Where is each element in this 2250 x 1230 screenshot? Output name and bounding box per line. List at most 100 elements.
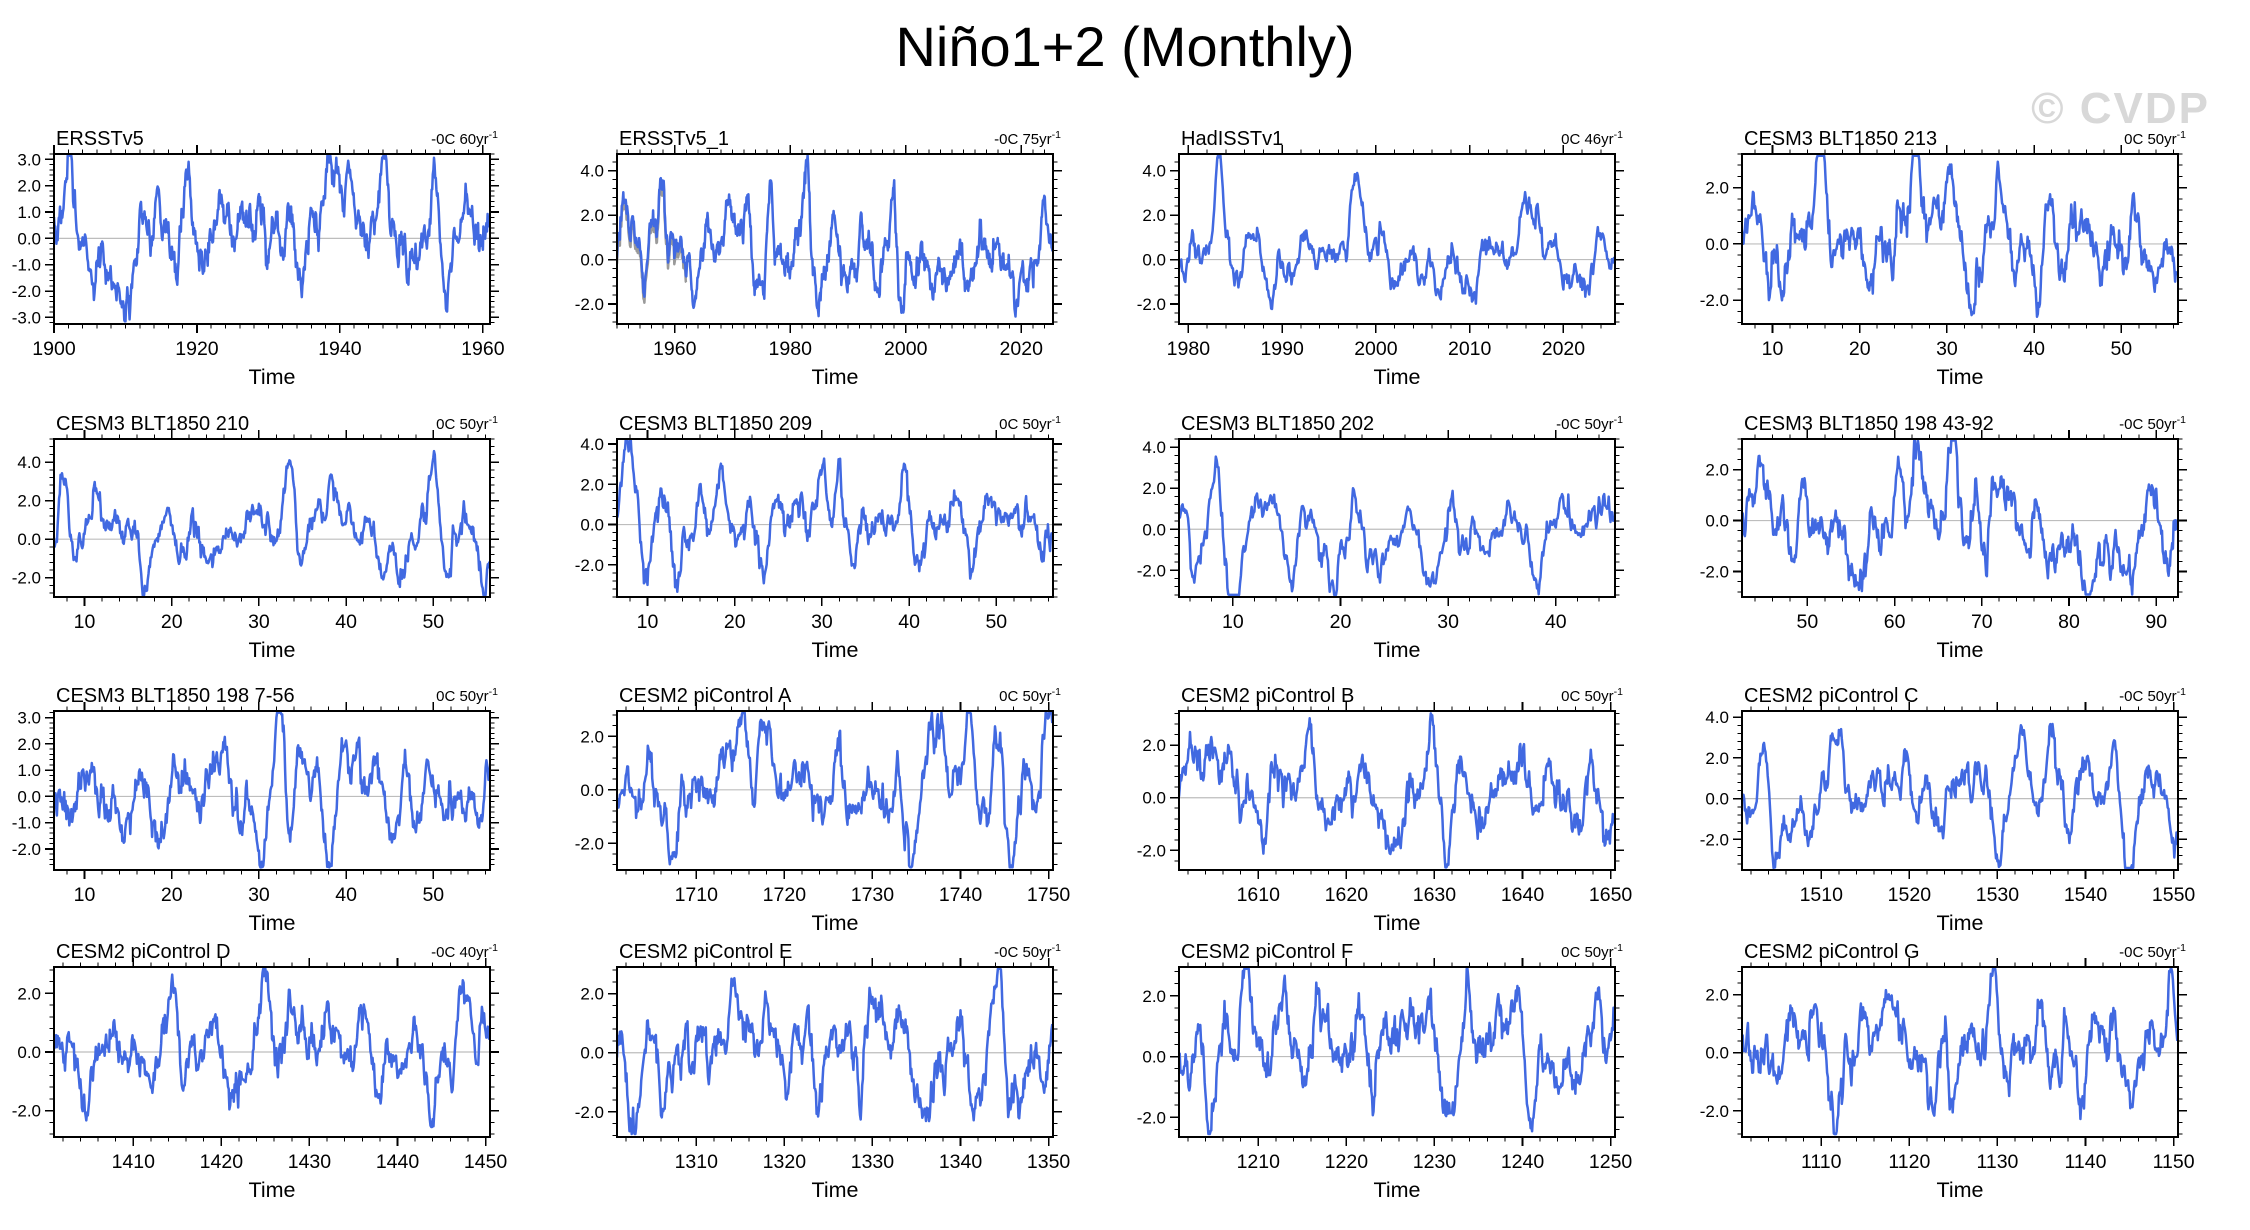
panel-cesm2-picontrol-a: CESM2 piControl A 0C 50yr-1 -2.0 0.0 2.0 1710… [563, 669, 1126, 942]
x-tick-label: 10 [74, 884, 96, 906]
x-tick-label: 1330 [850, 1151, 894, 1173]
anomaly-line [1741, 967, 2178, 1136]
y-tick-label: 2.0 [1705, 986, 1729, 1005]
x-tick-label: 1540 [2063, 884, 2107, 906]
y-tick-label: 2.0 [1142, 987, 1166, 1006]
y-tick-label: 2.0 [1142, 479, 1166, 498]
time-series-chart: CESM3 BLT1850 198 43-92 -0C 50yr-1 -2.0 0.0… [1699, 413, 2187, 662]
x-tick-label: 1640 [1501, 884, 1545, 906]
y-tick-label: 0.0 [580, 781, 604, 800]
anomaly-line [1179, 967, 1615, 1136]
x-tick-label: 1420 [200, 1151, 244, 1173]
plot-area [1741, 439, 2178, 596]
panel-cesm2-picontrol-b: CESM2 piControl B 0C 50yr-1 -2.0 0.0 2.0 1610… [1125, 669, 1688, 942]
time-series-chart: CESM2 piControl D -0C 40yr-1 -2.0 0.0 2.0 141… [12, 942, 508, 1202]
anomaly-line [1179, 455, 1615, 597]
axis-labels: -2.0 0.0 2.0 50 60 70 80 90 Time [1699, 461, 2166, 662]
x-tick-label: 1240 [1501, 1151, 1545, 1173]
axis-labels: -2.0 0.0 2.0 1310 1320 1330 1340 1350 Time [574, 985, 1070, 1202]
x-tick-label: 1530 [1975, 884, 2019, 906]
plot-area [54, 154, 490, 323]
plot-area [616, 711, 1053, 869]
panel-title: CESM2 piControl A [619, 685, 792, 707]
plot-area [1179, 154, 1615, 311]
x-tick-label: 1310 [674, 1151, 718, 1173]
axis-frame [1732, 958, 2187, 1146]
y-tick-label: 0.0 [1142, 520, 1166, 539]
plot-area [1179, 455, 1615, 597]
y-tick-label: 4.0 [17, 453, 41, 472]
y-tick-label: 2.0 [1142, 736, 1166, 755]
trend-label: -0C 50yr-1 [2119, 414, 2186, 433]
axis-frame [1732, 702, 2187, 879]
y-tick-label: -2.0 [1699, 563, 1728, 582]
y-tick-label: 0.0 [1142, 789, 1166, 808]
panel-title: ERSSTv5_1 [619, 128, 729, 150]
time-series-chart: CESM3 BLT1850 210 0C 50yr-1 -2.0 0.0 2.0 4.0 1… [12, 413, 499, 662]
x-tick-label: 1710 [674, 884, 718, 906]
x-tick-label: 30 [248, 611, 270, 633]
x-tick-label: 20 [161, 884, 183, 906]
y-tick-label: -2.0 [1137, 1108, 1166, 1127]
y-tick-label: 1.0 [17, 203, 41, 222]
x-tick-label: 30 [811, 611, 833, 633]
y-tick-label: 0.0 [580, 516, 604, 535]
time-series-chart: HadISSTv1 0C 46yr-1 -2.0 0.0 2.0 4.0 1980 1990 2… [1137, 128, 1624, 389]
trend-label: 0C 50yr-1 [436, 686, 498, 705]
x-tick-label: 10 [636, 611, 658, 633]
x-axis-label: Time [1374, 365, 1421, 389]
x-tick-label: 1960 [653, 338, 697, 360]
y-tick-label: 2.0 [1705, 461, 1729, 480]
y-tick-label: -1.0 [12, 256, 41, 275]
plot-area [1741, 967, 2178, 1136]
panel-title: CESM3 BLT1850 209 [619, 413, 812, 435]
x-axis-label: Time [811, 365, 858, 389]
x-tick-label: 1730 [850, 884, 894, 906]
time-series-chart: CESM3 BLT1850 202 -0C 50yr-1 -2.0 0.0 2.0 4.0… [1137, 413, 1624, 662]
y-tick-label: -2.0 [1699, 291, 1728, 310]
axis-frame [607, 702, 1062, 879]
x-tick-label: 1410 [112, 1151, 156, 1173]
x-tick-label: 1610 [1237, 884, 1281, 906]
x-tick-label: 10 [1222, 611, 1244, 633]
axis-labels: -2.0 0.0 2.0 4.0 1960 1980 2000 2020 Time [574, 162, 1042, 389]
x-tick-label: 50 [422, 611, 444, 633]
x-tick-label: 1630 [1413, 884, 1457, 906]
x-tick-label: 30 [248, 884, 270, 906]
y-tick-label: 2.0 [17, 177, 41, 196]
x-tick-label: 1980 [1167, 338, 1211, 360]
x-tick-label: 2020 [999, 338, 1043, 360]
trend-label: -0C 50yr-1 [1556, 414, 1623, 433]
time-series-chart: CESM2 piControl B 0C 50yr-1 -2.0 0.0 2.0 1610… [1137, 685, 1633, 935]
x-tick-label: 30 [1437, 611, 1459, 633]
y-tick-label: 0.0 [1705, 512, 1729, 531]
x-tick-label: 1980 [768, 338, 812, 360]
time-series-chart: CESM3 BLT1850 213 0C 50yr-1 -2.0 0.0 2.0 10 20… [1699, 128, 2187, 389]
trend-label: -0C 50yr-1 [994, 942, 1061, 961]
x-tick-label: 1440 [376, 1151, 420, 1173]
x-tick-label: 1210 [1237, 1151, 1281, 1173]
panel-title: CESM2 piControl D [56, 942, 231, 963]
axis-frame [1170, 145, 1624, 333]
x-tick-label: 40 [335, 884, 357, 906]
trend-label: -0C 75yr-1 [994, 129, 1061, 148]
axis-labels: -3.0 -2.0 -1.0 0.0 1.0 2.0 3.0 1900 1920 1940 1960… [12, 150, 505, 389]
y-tick-label: -2.0 [574, 1103, 603, 1122]
panel-ersstv5: ERSSTv5 -0C 60yr-1 -3.0 -2.0 -1.0 0.0 1.0 2.0 3.… [0, 112, 563, 397]
x-tick-label: 90 [2145, 611, 2167, 633]
x-tick-label: 1650 [1589, 884, 1633, 906]
panel-ersstv5-1: ERSSTv5_1 -0C 75yr-1 -2.0 0.0 2.0 4.0 1960 1980… [563, 112, 1126, 397]
axis-frame [1732, 145, 2187, 333]
plot-area [616, 439, 1053, 594]
x-tick-label: 2000 [1354, 338, 1398, 360]
axis-frame [607, 145, 1062, 333]
panel-title: CESM3 BLT1850 210 [56, 413, 249, 435]
x-axis-label: Time [249, 365, 296, 389]
y-tick-label: 2.0 [1705, 179, 1729, 198]
trend-label: -0C 40yr-1 [431, 942, 498, 961]
panel-title: HadISSTv1 [1181, 128, 1283, 150]
y-tick-label: -2.0 [1137, 295, 1166, 314]
panel-title: CESM3 BLT1850 213 [1744, 128, 1937, 150]
y-tick-label: -2.0 [574, 834, 603, 853]
y-tick-label: 0.0 [1142, 251, 1166, 270]
